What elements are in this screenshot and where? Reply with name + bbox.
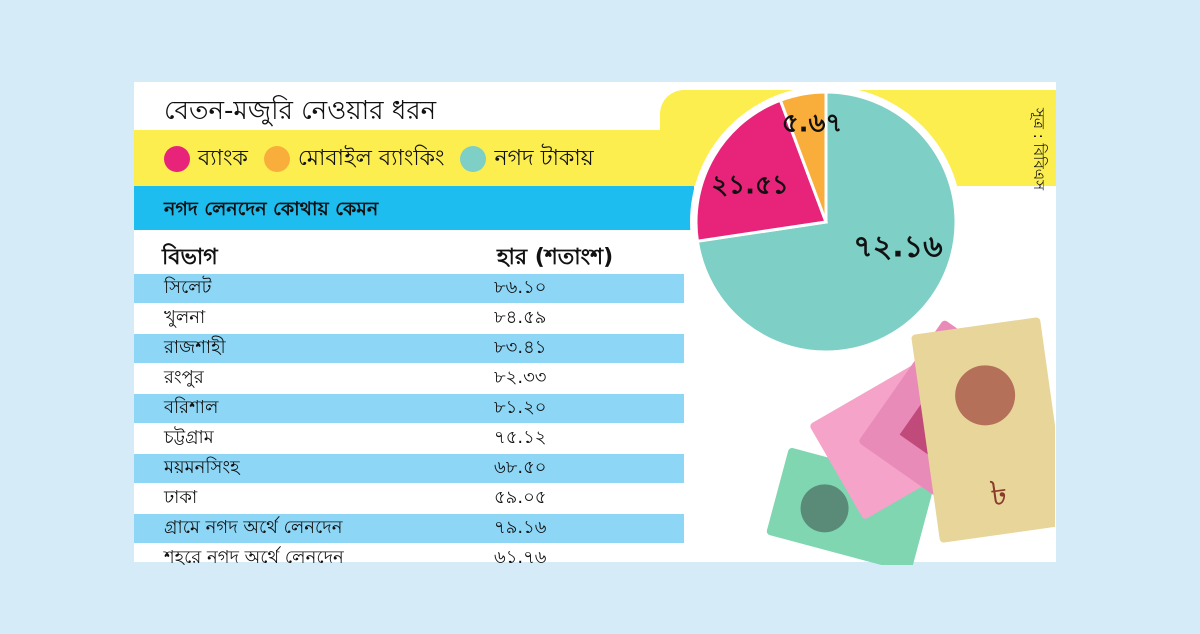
row-name: রংপুর <box>164 367 204 388</box>
row-value: ৮৩.৪১ <box>494 337 547 358</box>
table-row: রাজশাহী ৮৩.৪১ <box>134 334 684 363</box>
row-name: ময়মনসিংহ <box>164 457 240 478</box>
svg-text:৳: ৳ <box>988 472 1010 514</box>
banknotes-illustration: ৳ <box>766 317 1055 565</box>
legend-label-bank: ব্যাংক <box>198 145 248 171</box>
row-name: শহরে নগদ অর্থে লেনদেন <box>164 547 344 568</box>
row-value: ৮২.৩৩ <box>494 367 547 388</box>
pie-outline <box>690 86 962 358</box>
pie-data-label: ৭২.১৬ <box>853 230 943 265</box>
legend-item-mobile: মোবাইল ব্যাংকিং <box>263 141 445 178</box>
column-header-department: বিভাগ <box>162 245 218 270</box>
row-name: রাজশাহী <box>164 337 226 358</box>
legend-item-cash: নগদ টাকায় <box>460 141 594 178</box>
legend-swatch-cash <box>460 146 487 172</box>
chart-title: বেতন-মজুরি নেওয়ার ধরন <box>164 96 437 126</box>
row-name: বরিশাল <box>164 397 219 418</box>
cash-transaction-table: সিলেট ৮৬.১০ খুলনা ৮৪.৫৯ রাজশাহী ৮৩.৪১ রংপুর… <box>134 274 684 574</box>
table-row: বরিশাল ৮১.২০ <box>134 394 684 423</box>
legend-label-mobile: মোবাইল ব্যাংকিং <box>297 145 445 171</box>
table-row: গ্রামে নগদ অর্থে লেনদেন ৭৯.১৬ <box>134 514 684 543</box>
table-row: খুলনা ৮৪.৫৯ <box>134 304 684 333</box>
row-value: ৮৬.১০ <box>494 277 547 298</box>
pie-legend: ব্যাংক মোবাইল ব্যাংকিং নগদ টাকায় <box>164 142 600 176</box>
source-credit: সূত্র : বিবিএস <box>1030 108 1048 191</box>
row-name: সিলেট <box>164 277 212 298</box>
row-name: গ্রামে নগদ অর্থে লেনদেন <box>164 517 343 538</box>
table-row: ঢাকা ৫৯.০৫ <box>134 484 684 513</box>
table-row: রংপুর ৮২.৩৩ <box>134 364 684 393</box>
pie-data-label: ২১.৫১ <box>711 171 788 201</box>
row-value: ৬৮.৫০ <box>494 457 547 478</box>
legend-band <box>134 130 694 186</box>
table-row: শহরে নগদ অর্থে লেনদেন ৬১.৭৬ <box>134 544 684 573</box>
table-row: সিলেট ৮৬.১০ <box>134 274 684 303</box>
banknote-gold: ৳ <box>911 317 1055 543</box>
row-value: ৭৫.১২ <box>494 427 547 448</box>
row-name: খুলনা <box>164 307 206 328</box>
pie-slice <box>778 90 828 223</box>
legend-label-cash: নগদ টাকায় <box>494 145 594 171</box>
table-row: চট্টগ্রাম ৭৫.১২ <box>134 424 684 453</box>
row-name: ঢাকা <box>164 487 198 508</box>
row-name: চট্টগ্রাম <box>164 427 214 448</box>
row-value: ৮১.২০ <box>494 397 547 418</box>
legend-swatch-mobile <box>263 146 290 172</box>
column-header-rate: হার (শতাংশ) <box>497 245 614 270</box>
legend-item-bank: ব্যাংক <box>164 141 248 178</box>
section-title: নগদ লেনদেন কোথায় কেমন <box>164 198 379 220</box>
table-row: ময়মনসিংহ ৬৮.৫০ <box>134 454 684 483</box>
section-header-bar: নগদ লেনদেন কোথায় কেমন <box>134 186 694 230</box>
legend-swatch-bank <box>164 146 190 172</box>
row-value: ৬১.৭৬ <box>494 547 547 568</box>
row-value: ৮৪.৫৯ <box>494 307 547 328</box>
pie-data-label: ৫.৬৭ <box>782 109 843 139</box>
row-value: ৭৯.১৬ <box>494 517 547 538</box>
row-value: ৫৯.০৫ <box>494 487 547 508</box>
